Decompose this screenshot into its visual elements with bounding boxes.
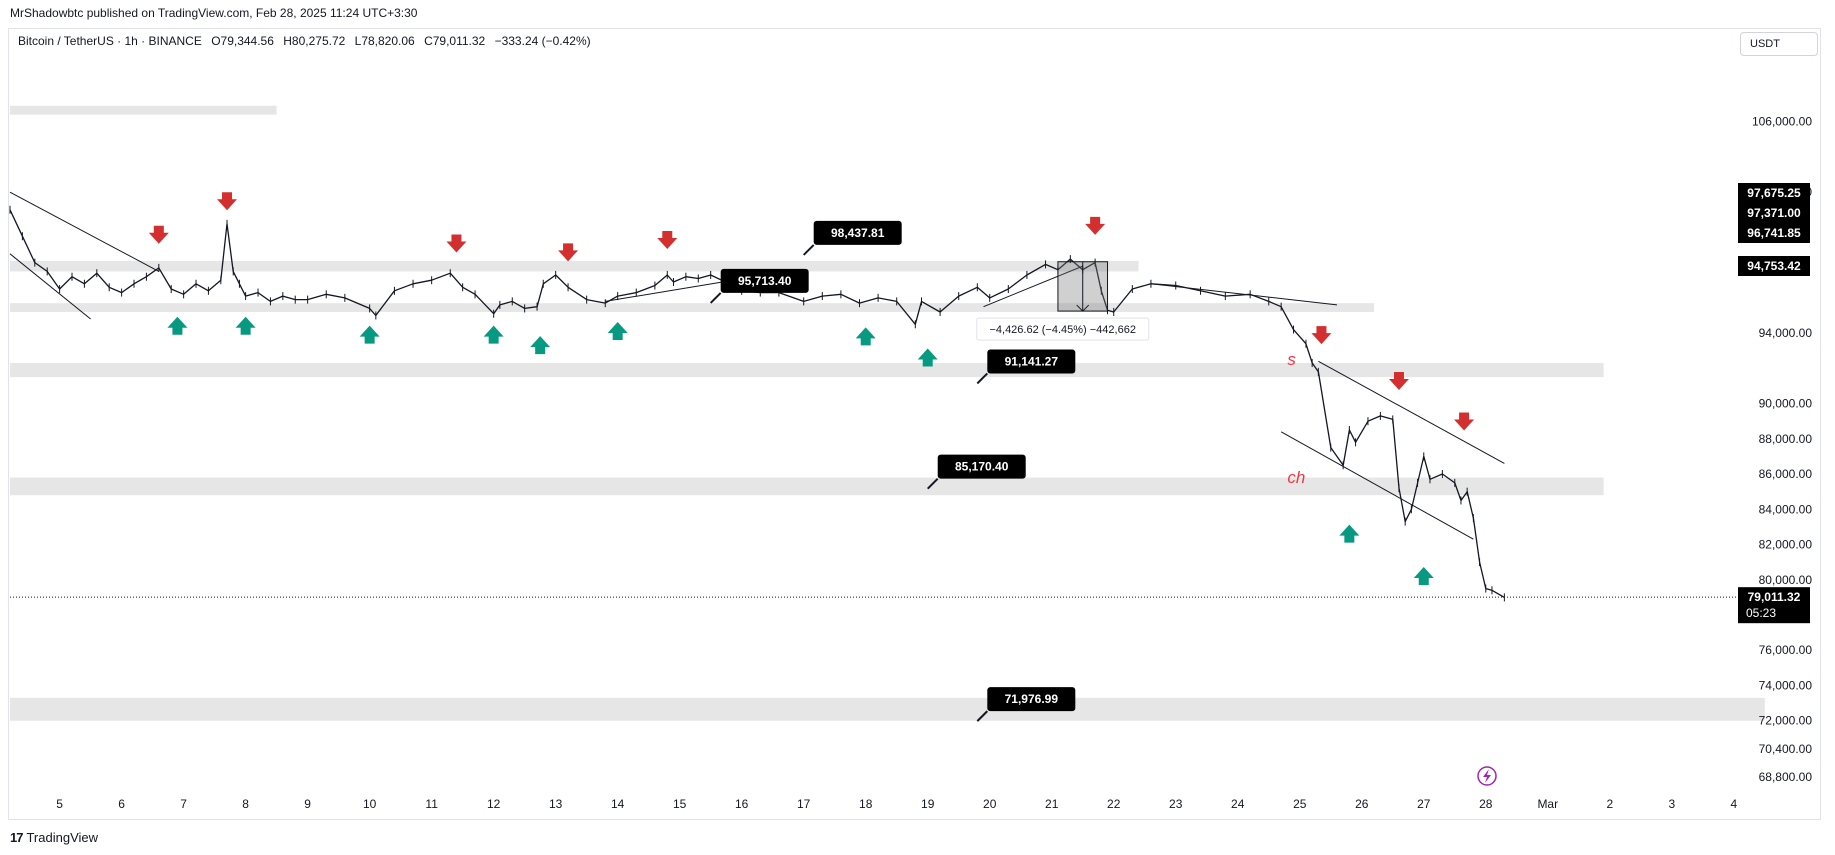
footer-brand[interactable]: 17 TradingView [10, 830, 98, 845]
ohlc-close: C79,011.32 [424, 34, 486, 48]
ohlc-low: L78,820.06 [354, 34, 415, 48]
brand-name: TradingView [26, 830, 99, 845]
ohlc-high: H80,275.72 [283, 34, 346, 48]
tradingview-logo-icon: 17 [10, 830, 24, 845]
publisher-caption: MrShadowbtc published on TradingView.com… [10, 6, 418, 20]
chart-frame [8, 28, 1821, 820]
ohlc-open: O79,344.56 [211, 34, 274, 48]
symbol-legend: Bitcoin / TetherUS · 1h · BINANCE O79,34… [18, 34, 597, 48]
currency-selector[interactable]: USDT [1740, 32, 1818, 56]
symbol-title[interactable]: Bitcoin / TetherUS · 1h · BINANCE [18, 34, 202, 48]
ohlc-change: −333.24 (−0.42%) [494, 34, 591, 48]
